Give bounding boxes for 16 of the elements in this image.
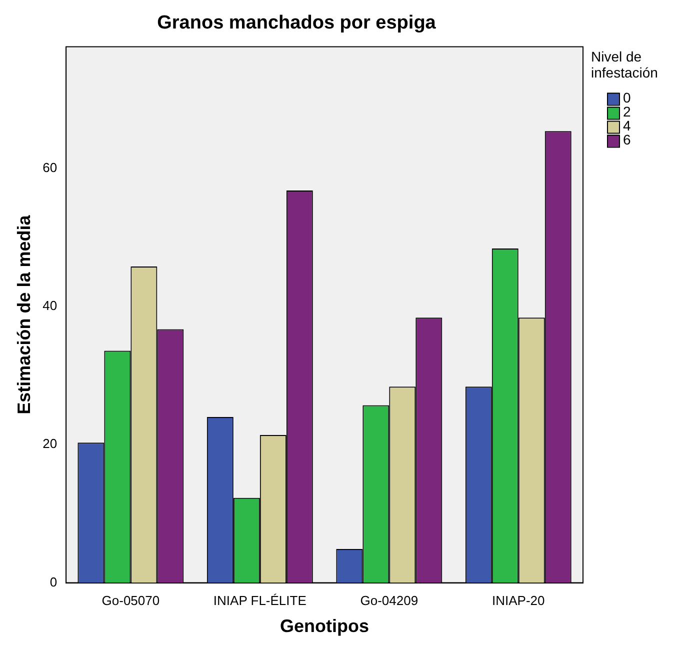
legend-label: 2 [623, 104, 631, 120]
legend-label: 0 [623, 90, 631, 106]
y-tick-label: 20 [42, 436, 58, 452]
x-axis-title: Genotipos [280, 616, 370, 636]
x-tick-label: INIAP-20 [492, 593, 545, 608]
y-tick-label: 0 [50, 574, 58, 590]
y-axis-title: Estimación de la media [14, 214, 34, 414]
x-tick-label: Go-04209 [360, 593, 418, 608]
x-tick-label: Go-05070 [102, 593, 160, 608]
legend-label: 6 [623, 132, 631, 148]
y-tick-label: 40 [42, 298, 58, 314]
x-tick-label: INIAP FL-ÉLITE [213, 593, 307, 608]
chart-title: Granos manchados por espiga [157, 12, 436, 34]
y-tick-label: 60 [42, 160, 58, 175]
legend-label: 4 [623, 118, 631, 134]
legend-title: Nivel de infestación [591, 48, 658, 81]
